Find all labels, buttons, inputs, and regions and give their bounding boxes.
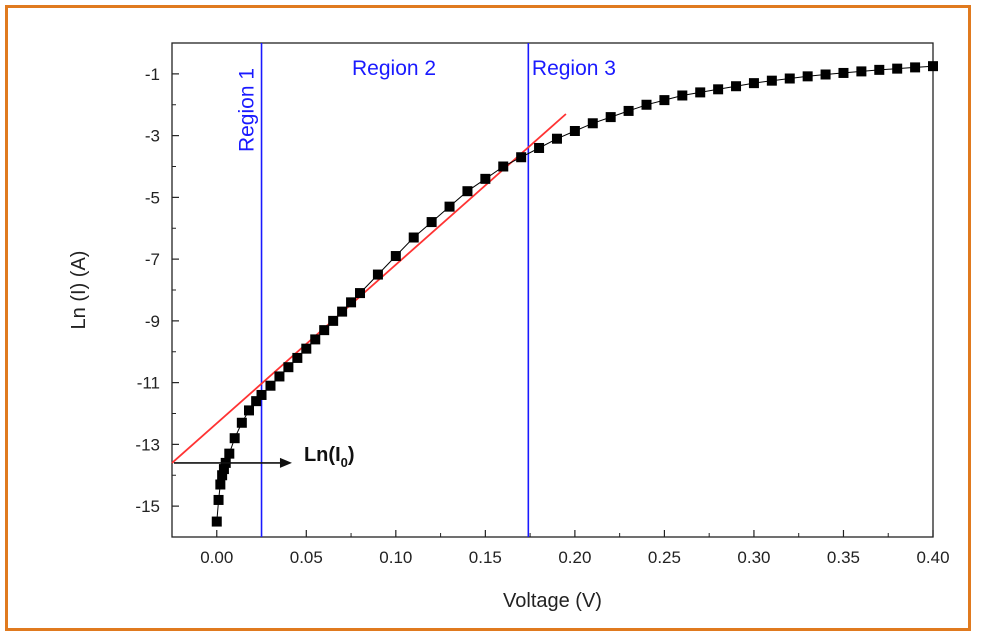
x-tick-label: 0.40	[916, 548, 949, 567]
annotation-arrow-head	[279, 457, 292, 468]
data-point	[256, 389, 267, 400]
data-point	[301, 343, 312, 354]
data-point	[215, 479, 226, 490]
annotation-label: Ln(I0)	[304, 444, 355, 470]
y-tick-label: -13	[135, 435, 160, 454]
data-point	[695, 87, 706, 98]
data-point	[224, 448, 235, 459]
y-tick-label: -9	[145, 312, 160, 331]
data-point	[251, 396, 262, 407]
data-point	[213, 494, 224, 505]
data-point	[856, 66, 867, 77]
data-point	[874, 64, 885, 75]
data-point	[355, 288, 366, 299]
x-tick-label: 0.15	[469, 548, 502, 567]
annotation-suffix: )	[348, 444, 355, 466]
linear-fit	[171, 113, 567, 464]
region-dividers	[260, 43, 530, 537]
data-point	[713, 84, 724, 95]
annotation-subscript: 0	[341, 455, 348, 470]
data-point	[516, 152, 527, 163]
data-point	[748, 78, 759, 89]
data-point	[910, 62, 921, 73]
data-point	[641, 99, 652, 110]
data-point	[346, 297, 357, 308]
data-point	[892, 63, 903, 74]
data-point	[551, 133, 562, 144]
fit-line	[171, 113, 567, 464]
y-tick-label: -1	[145, 65, 160, 84]
data-point	[236, 417, 247, 428]
y-tick-label: -11	[137, 374, 160, 393]
x-tick-label: 0.20	[558, 548, 591, 567]
x-tick-label: 0.30	[737, 548, 770, 567]
annotation-main-text: Ln(I	[304, 444, 341, 466]
region-3-label: Region 3	[532, 57, 616, 80]
data-point	[390, 251, 401, 262]
data-point	[408, 232, 419, 243]
x-tick-label: 0.10	[379, 548, 412, 567]
data-point	[480, 173, 491, 184]
data-point	[337, 306, 348, 317]
data-point	[766, 75, 777, 86]
data-point	[820, 69, 831, 80]
data-points	[211, 61, 938, 527]
data-point	[218, 464, 229, 475]
data-point	[274, 371, 285, 382]
data-point	[243, 405, 254, 416]
data-point	[211, 516, 222, 527]
x-tick-label: 0.00	[200, 548, 233, 567]
ln-i0-annotation: Ln(I0)	[174, 444, 355, 470]
data-point	[838, 67, 849, 78]
data-point	[677, 90, 688, 101]
data-point	[426, 217, 437, 228]
data-point	[444, 201, 455, 212]
y-tick-label: -5	[145, 188, 160, 207]
data-point	[319, 325, 330, 336]
data-point	[229, 433, 240, 444]
data-point	[217, 470, 228, 481]
data-point	[784, 73, 795, 84]
data-point	[659, 95, 670, 106]
data-point	[534, 142, 545, 153]
data-point	[605, 112, 616, 123]
data-point	[283, 362, 294, 373]
data-point	[372, 269, 383, 280]
axis-ticks: 0.00 0.05 0.10 0.15 0.20 0.25 0.30 0.35 0.40 -1 -3…	[135, 42, 950, 567]
data-point	[587, 118, 598, 129]
x-tick-label: 0.35	[827, 548, 860, 567]
region-1-label: Region 1	[235, 68, 258, 152]
data-point	[328, 315, 339, 326]
x-tick-label: 0.25	[648, 548, 681, 567]
data-point	[731, 81, 742, 92]
data-point	[802, 71, 813, 82]
y-tick-label: -3	[145, 127, 160, 146]
y-tick-label: -15	[135, 497, 160, 516]
y-axis-title: Ln (I) (A)	[68, 251, 90, 330]
data-point	[310, 334, 321, 345]
data-point	[569, 125, 580, 136]
data-point	[928, 61, 938, 72]
data-point	[623, 105, 634, 116]
y-tick-label: -7	[145, 250, 160, 269]
data-point	[292, 352, 303, 363]
region-2-label: Region 2	[352, 57, 436, 80]
data-point	[265, 380, 276, 391]
x-tick-label: 0.05	[290, 548, 323, 567]
x-axis-title: Voltage (V)	[503, 590, 602, 612]
data-point	[498, 161, 509, 172]
figure-frame	[5, 5, 971, 631]
data-point	[462, 186, 473, 197]
